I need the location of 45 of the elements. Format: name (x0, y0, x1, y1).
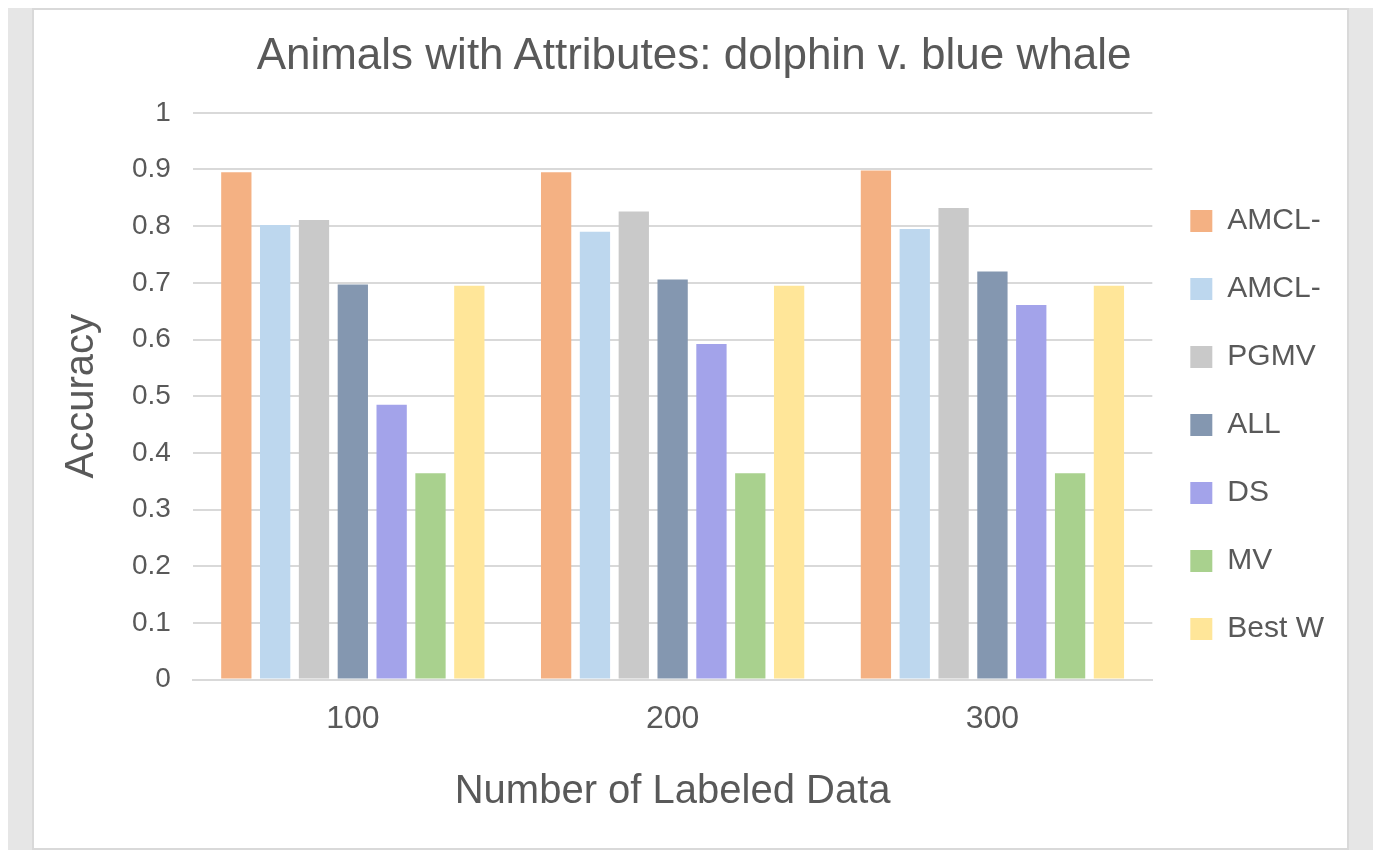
bar (1054, 473, 1086, 679)
bar (337, 284, 368, 679)
bar (454, 285, 485, 679)
bar (618, 211, 649, 679)
legend-label: ALL (1227, 406, 1281, 440)
bar (1093, 285, 1125, 679)
bar (860, 170, 892, 679)
y-tick-label: 0.5 (131, 378, 171, 410)
bar (938, 208, 969, 679)
y-tick-label: 0 (155, 662, 171, 694)
bar (221, 172, 252, 679)
bar (579, 231, 611, 679)
bar (899, 228, 930, 679)
y-tick-label: 0.4 (131, 435, 171, 467)
legend-label: AMCL- (1227, 202, 1321, 236)
x-tick-label: 200 (645, 698, 700, 735)
bar (735, 473, 766, 679)
legend-label: AMCL- (1227, 270, 1321, 304)
y-tick-label: 1 (155, 95, 171, 127)
y-tick-label: 0.8 (131, 208, 171, 240)
y-tick-label: 0.3 (131, 492, 171, 524)
bar (1016, 304, 1047, 679)
legend-label: DS (1227, 474, 1270, 508)
bar (977, 271, 1008, 679)
legend-label: Best W (1227, 610, 1325, 644)
bar (540, 172, 572, 679)
legend-label: PGMV (1227, 338, 1316, 372)
y-tick-label: 0.9 (131, 152, 171, 184)
y-axis-title: Accuracy (57, 313, 102, 479)
bar (260, 225, 291, 679)
chart-title: Animals with Attributes: dolphin v. blue whale (256, 28, 1132, 78)
bar (415, 473, 446, 679)
legend-label: MV (1227, 542, 1273, 576)
bar (773, 285, 805, 679)
bar (298, 219, 330, 679)
bar (657, 279, 688, 679)
y-tick-label: 0.6 (131, 322, 171, 354)
y-tick-label: 0.1 (131, 605, 171, 637)
y-tick-label: 0.2 (131, 548, 171, 580)
bar (376, 404, 407, 679)
x-tick-label: 300 (965, 698, 1020, 735)
bar (696, 344, 727, 679)
x-axis-title: Number of Labeled Data (454, 767, 892, 812)
x-tick-label: 100 (326, 698, 380, 735)
y-tick-label: 0.7 (131, 265, 171, 297)
